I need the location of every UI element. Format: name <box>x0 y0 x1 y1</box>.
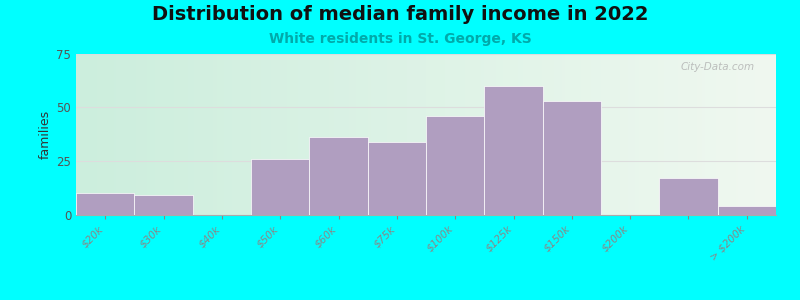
Text: Distribution of median family income in 2022: Distribution of median family income in … <box>152 4 648 23</box>
Bar <box>251 159 310 214</box>
Bar <box>718 206 776 214</box>
Text: City-Data.com: City-Data.com <box>681 62 755 72</box>
Text: White residents in St. George, KS: White residents in St. George, KS <box>269 32 531 46</box>
Bar <box>368 142 426 214</box>
Bar <box>484 86 542 214</box>
Bar <box>426 116 484 214</box>
Bar <box>310 137 368 214</box>
Bar <box>76 193 134 214</box>
Bar <box>542 101 601 214</box>
Bar <box>659 178 718 214</box>
Bar <box>134 195 193 214</box>
Y-axis label: families: families <box>39 110 52 159</box>
